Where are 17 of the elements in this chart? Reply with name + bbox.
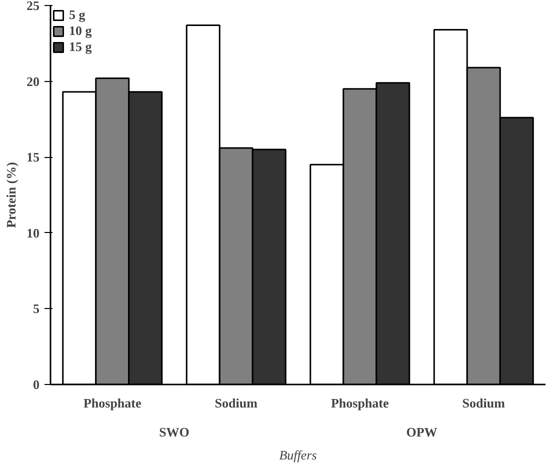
x-axis-title: Buffers xyxy=(279,448,317,462)
legend-label: 15 g xyxy=(69,39,92,55)
x-tick-label: Phosphate xyxy=(330,396,389,410)
x-tick-label: Phosphate xyxy=(83,396,142,410)
legend-label: 10 g xyxy=(69,23,92,39)
y-tick-label: 10 xyxy=(26,225,40,240)
y-tick-label: 0 xyxy=(33,377,40,392)
y-tick-label: 15 xyxy=(26,150,40,165)
x-tick-label: Sodium xyxy=(462,396,506,410)
legend-label: 5 g xyxy=(69,7,86,23)
y-tick-label: 5 xyxy=(33,301,40,316)
y-axis-title: Protein (%) xyxy=(4,162,18,228)
x-tick-label: Sodium xyxy=(214,396,258,410)
y-tick-label: 20 xyxy=(26,74,40,89)
text: SWO xyxy=(159,424,190,440)
y-tick-label: 25 xyxy=(26,0,40,13)
text: OPW xyxy=(406,424,438,440)
